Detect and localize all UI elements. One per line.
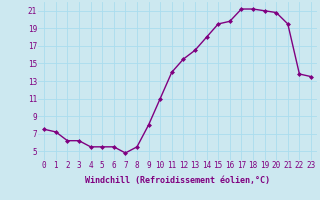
X-axis label: Windchill (Refroidissement éolien,°C): Windchill (Refroidissement éolien,°C) <box>85 176 270 185</box>
